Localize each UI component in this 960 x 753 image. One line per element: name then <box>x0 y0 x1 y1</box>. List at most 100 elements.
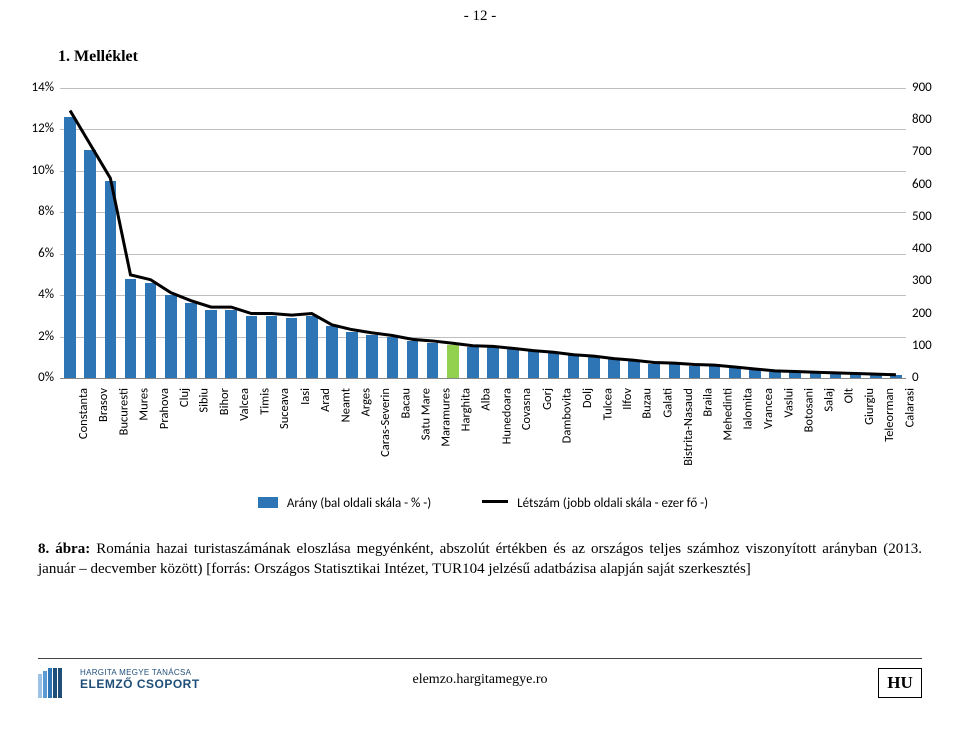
bar <box>628 361 640 378</box>
x-tick-label: Mures <box>137 388 152 421</box>
bar <box>467 347 479 378</box>
x-tick-label: Harghita <box>459 388 474 431</box>
bar <box>890 375 902 378</box>
y-right-tick: 200 <box>912 306 946 321</box>
x-tick-label: Vrancea <box>761 388 776 429</box>
legend-item-line: Létszám (jobb oldali skála - ezer fő -) <box>482 496 708 511</box>
bar <box>407 341 419 378</box>
footer-rule <box>38 658 922 659</box>
bar <box>709 366 721 378</box>
legend-label-bar: Arány (bal oldali skála - % -) <box>287 496 431 511</box>
y-left-tick: 0% <box>20 370 54 385</box>
x-tick-label: Botosani <box>801 388 816 432</box>
x-tick-label: Tulcea <box>600 388 615 420</box>
x-tick-label: Sibiu <box>197 388 212 413</box>
x-tick-label: Satu Mare <box>419 388 434 440</box>
x-tick-label: Constanta <box>76 388 91 439</box>
y-left-tick: 8% <box>20 204 54 219</box>
bar <box>286 318 298 378</box>
x-tick-label: Bistrita-Nasaud <box>680 388 695 466</box>
y-right-tick: 900 <box>912 80 946 95</box>
bar <box>830 373 842 378</box>
bar <box>648 364 660 379</box>
bar <box>528 351 540 378</box>
bar <box>507 349 519 378</box>
x-tick-label: Valcea <box>237 388 252 421</box>
bar <box>84 150 96 378</box>
legend-label-line: Létszám (jobb oldali skála - ezer fő -) <box>517 496 708 511</box>
bar <box>145 283 157 378</box>
x-tick-label: Covasna <box>519 388 534 430</box>
bar <box>669 364 681 379</box>
y-right-tick: 100 <box>912 338 946 353</box>
x-tick-label: Iasi <box>298 388 313 405</box>
bar <box>769 372 781 378</box>
bars-layer <box>60 88 906 378</box>
bar <box>105 181 117 378</box>
x-tick-label: Buzau <box>640 388 655 419</box>
bar <box>306 316 318 378</box>
x-tick-label: Salaj <box>821 388 836 412</box>
x-tick-label: Bihor <box>217 388 232 415</box>
x-tick-label: Gorj <box>539 388 554 410</box>
y-left-tick: 6% <box>20 246 54 261</box>
y-left-tick: 10% <box>20 163 54 178</box>
x-tick-label: Mehedinti <box>721 388 736 441</box>
bar <box>870 374 882 378</box>
bar <box>165 295 177 378</box>
x-tick-label: Alba <box>479 388 494 411</box>
bar <box>447 345 459 378</box>
x-tick-label: Timis <box>257 388 272 415</box>
bar <box>427 343 439 378</box>
figure-caption: 8. ábra: Románia hazai turistaszámának e… <box>38 540 922 580</box>
y-right-tick: 300 <box>912 273 946 288</box>
x-tick-label: Vaslui <box>781 388 796 418</box>
x-tick-label: Dambovita <box>560 388 575 443</box>
bar <box>568 355 580 378</box>
bar <box>64 117 76 378</box>
x-tick-label: Olt <box>842 388 857 403</box>
y-left-tick: 12% <box>20 121 54 136</box>
y-right-tick: 800 <box>912 112 946 127</box>
bar <box>588 357 600 378</box>
footer-url: elemzo.hargitamegye.ro <box>0 672 960 688</box>
x-tick-label: Braila <box>701 388 716 417</box>
bar <box>608 359 620 378</box>
x-labels: ConstantaBrasovBucurestiMuresPrahovaCluj… <box>60 382 906 492</box>
x-tick-label: Ialomita <box>741 388 756 429</box>
bar <box>185 303 197 378</box>
legend: Arány (bal oldali skála - % -) Létszám (… <box>18 496 948 511</box>
x-tick-label: Cluj <box>177 388 192 407</box>
bar <box>729 368 741 378</box>
x-tick-label: Suceava <box>278 388 293 429</box>
x-tick-label: Calarasi <box>902 388 917 427</box>
x-tick-label: Ilfov <box>620 388 635 410</box>
x-tick-label: Neamt <box>338 388 353 422</box>
bar <box>487 347 499 378</box>
bar <box>326 326 338 378</box>
bar <box>689 366 701 378</box>
caption-bold: 8. ábra: <box>38 541 90 557</box>
y-right-tick: 400 <box>912 241 946 256</box>
x-tick-label: Arges <box>358 388 373 416</box>
footer-lang-badge: HU <box>878 668 922 698</box>
x-tick-label: Bucuresti <box>116 388 131 435</box>
y-right-tick: 0 <box>912 370 946 385</box>
bar <box>125 279 137 378</box>
bar <box>225 310 237 378</box>
y-left-tick: 14% <box>20 80 54 95</box>
y-right-tick: 600 <box>912 177 946 192</box>
bar <box>548 353 560 378</box>
section-title: 1. Melléklet <box>58 48 138 66</box>
bar <box>346 332 358 378</box>
bar <box>789 372 801 378</box>
x-tick-label: Teleorman <box>882 388 897 442</box>
legend-swatch-bar <box>258 497 278 508</box>
y-left-tick: 4% <box>20 287 54 302</box>
y-right-tick: 500 <box>912 209 946 224</box>
chart: ConstantaBrasovBucurestiMuresPrahovaCluj… <box>18 88 948 516</box>
x-tick-label: Dolj <box>580 388 595 408</box>
x-tick-label: Galati <box>660 388 675 418</box>
legend-item-bar: Arány (bal oldali skála - % -) <box>258 496 431 511</box>
bar <box>366 335 378 379</box>
